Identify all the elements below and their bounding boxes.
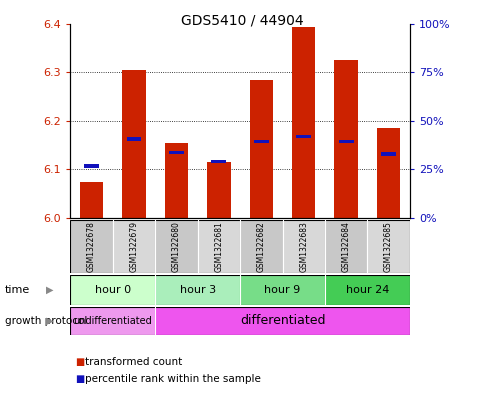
Bar xyxy=(211,160,226,163)
Text: GSM1322685: GSM1322685 xyxy=(383,221,393,272)
Text: growth protocol: growth protocol xyxy=(5,316,87,326)
Bar xyxy=(296,135,311,138)
Text: time: time xyxy=(5,285,30,295)
Bar xyxy=(122,70,145,218)
Bar xyxy=(155,275,240,305)
Bar xyxy=(126,137,141,141)
Text: GDS5410 / 44904: GDS5410 / 44904 xyxy=(181,14,303,28)
Bar xyxy=(155,307,409,335)
Bar xyxy=(291,27,315,218)
Bar xyxy=(249,79,272,218)
Text: ▶: ▶ xyxy=(46,316,53,326)
Bar xyxy=(70,307,155,335)
Text: undifferentiated: undifferentiated xyxy=(73,316,152,326)
Bar xyxy=(70,220,112,273)
Bar xyxy=(376,128,399,218)
Text: hour 9: hour 9 xyxy=(264,285,300,295)
Bar xyxy=(282,220,324,273)
Bar xyxy=(165,143,188,218)
Text: differentiated: differentiated xyxy=(239,314,325,327)
Text: GSM1322681: GSM1322681 xyxy=(214,221,223,272)
Text: GSM1322678: GSM1322678 xyxy=(87,221,96,272)
Text: GSM1322680: GSM1322680 xyxy=(171,221,181,272)
Text: ■: ■ xyxy=(75,374,84,384)
Text: GSM1322682: GSM1322682 xyxy=(256,221,265,272)
Bar xyxy=(334,60,357,218)
Text: hour 24: hour 24 xyxy=(345,285,388,295)
Bar xyxy=(324,220,366,273)
Text: GSM1322679: GSM1322679 xyxy=(129,221,138,272)
Bar xyxy=(207,162,230,218)
Text: transformed count: transformed count xyxy=(85,356,182,367)
Bar xyxy=(84,164,99,168)
Bar xyxy=(80,182,103,218)
Text: GSM1322684: GSM1322684 xyxy=(341,221,350,272)
Bar xyxy=(155,220,197,273)
Text: hour 3: hour 3 xyxy=(179,285,215,295)
Text: ■: ■ xyxy=(75,356,84,367)
Text: GSM1322683: GSM1322683 xyxy=(299,221,308,272)
Bar xyxy=(112,220,155,273)
Bar xyxy=(240,220,282,273)
Bar xyxy=(253,140,268,143)
Bar xyxy=(338,140,353,143)
Bar xyxy=(380,152,395,156)
Text: ▶: ▶ xyxy=(46,285,53,295)
Bar xyxy=(324,275,409,305)
Bar xyxy=(240,275,324,305)
Text: percentile rank within the sample: percentile rank within the sample xyxy=(85,374,260,384)
Bar xyxy=(197,220,240,273)
Bar xyxy=(366,220,409,273)
Text: hour 0: hour 0 xyxy=(94,285,131,295)
Bar xyxy=(70,275,155,305)
Bar xyxy=(168,151,183,154)
